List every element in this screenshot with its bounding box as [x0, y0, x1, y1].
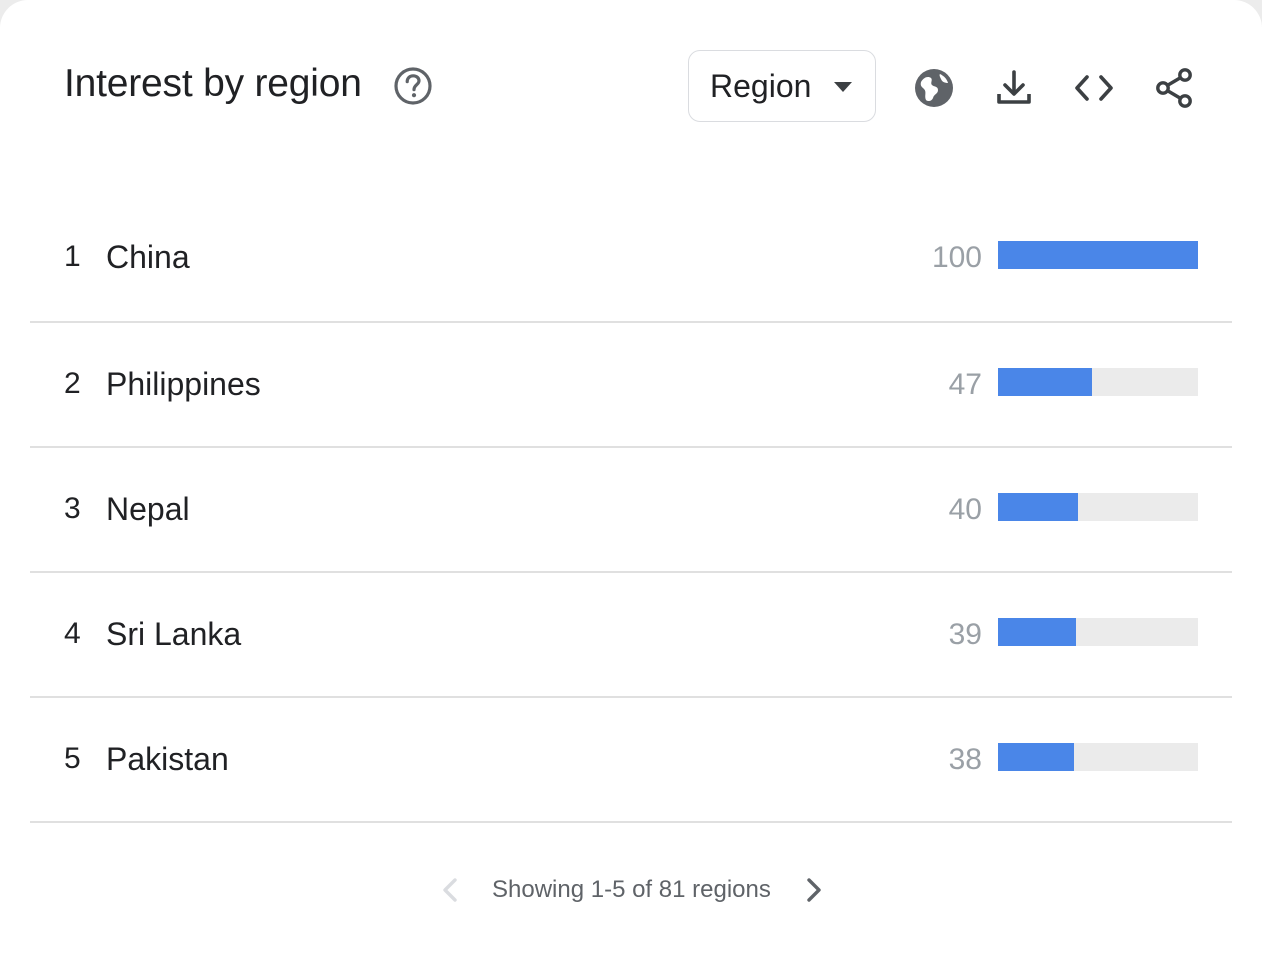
region-name: Sri Lanka — [106, 616, 242, 652]
region-name: Nepal — [106, 491, 190, 527]
interest-bar-track — [998, 618, 1198, 646]
region-value: 40 — [948, 493, 982, 526]
region-rank: 4 — [64, 617, 81, 650]
region-value: 39 — [948, 618, 982, 651]
resolution-select[interactable]: Region — [688, 50, 876, 122]
share-icon[interactable] — [1152, 66, 1196, 110]
chevron-left-icon[interactable] — [437, 876, 465, 904]
interest-bar-track — [998, 368, 1198, 396]
region-rank: 2 — [64, 367, 81, 400]
card-header: Interest by region Region — [64, 48, 1198, 126]
interest-bar-fill — [998, 493, 1078, 521]
region-value: 100 — [931, 241, 982, 274]
download-icon[interactable] — [992, 66, 1036, 110]
region-name: Pakistan — [106, 741, 229, 777]
globe-icon[interactable] — [912, 66, 956, 110]
help-circle-icon[interactable] — [393, 66, 433, 106]
interest-bar-track — [998, 743, 1198, 771]
pagination: Showing 1-5 of 81 regions — [0, 868, 1262, 914]
region-rank: 5 — [64, 742, 81, 775]
pagination-text: Showing 1-5 of 81 regions — [492, 876, 771, 903]
interest-bar-track — [998, 241, 1198, 269]
region-row[interactable]: 3 Nepal 40 — [30, 448, 1232, 573]
embed-code-icon[interactable] — [1072, 66, 1116, 110]
region-name: Philippines — [106, 366, 261, 402]
region-value: 38 — [948, 743, 982, 776]
interest-bar-fill — [998, 368, 1092, 396]
interest-bar-fill — [998, 618, 1076, 646]
interest-bar-fill — [998, 241, 1198, 269]
region-row[interactable]: 4 Sri Lanka 39 — [30, 573, 1232, 698]
interest-bar-track — [998, 493, 1198, 521]
chevron-right-icon[interactable] — [799, 876, 827, 904]
region-row[interactable]: 1 China 100 — [30, 196, 1232, 323]
caret-down-icon — [834, 82, 852, 92]
region-list: 1 China 100 2 Philippines 47 3 Nepal 40 … — [30, 196, 1232, 823]
card-title: Interest by region — [64, 62, 362, 105]
region-row[interactable]: 5 Pakistan 38 — [30, 698, 1232, 823]
region-rank: 1 — [64, 240, 81, 273]
region-rank: 3 — [64, 492, 81, 525]
region-value: 47 — [948, 368, 982, 401]
resolution-select-value: Region — [710, 68, 812, 104]
region-row[interactable]: 2 Philippines 47 — [30, 323, 1232, 448]
interest-bar-fill — [998, 743, 1074, 771]
region-name: China — [106, 239, 190, 275]
